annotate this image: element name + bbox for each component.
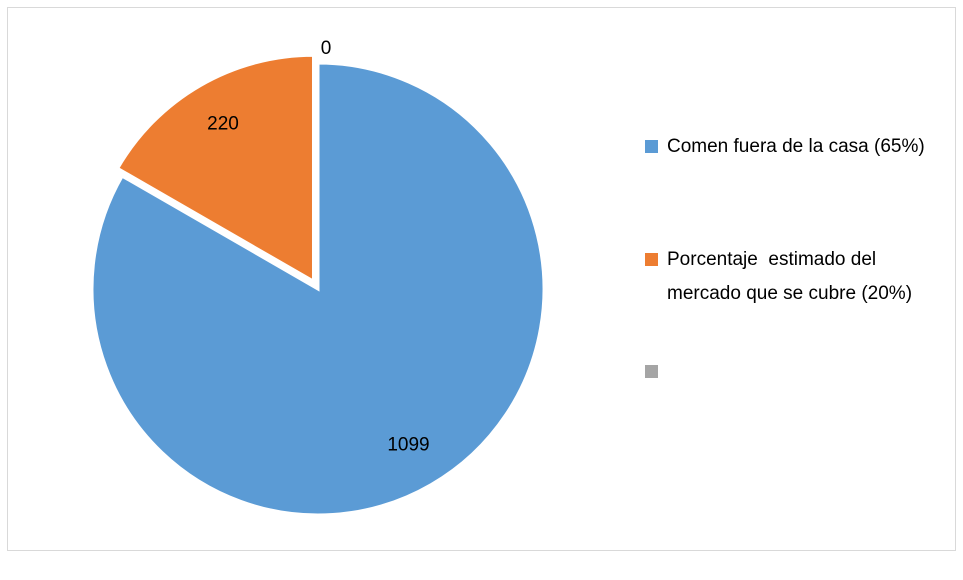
pie-slice [115, 53, 315, 284]
data-label: 1099 [387, 435, 429, 456]
legend-label: Comen fuera de la casa (65%) [667, 136, 925, 157]
legend-item [645, 355, 667, 378]
legend-item: Comen fuera de la casa (65%) [645, 130, 947, 164]
data-label: 0 [321, 38, 332, 59]
legend-item: Porcentaje estimado del mercado que se c… [645, 243, 947, 311]
legend-label: Porcentaje estimado del mercado que se c… [667, 249, 913, 304]
legend-swatch [645, 140, 658, 153]
legend-swatch [645, 253, 658, 266]
data-label: 220 [207, 114, 239, 135]
legend-swatch [645, 365, 658, 378]
